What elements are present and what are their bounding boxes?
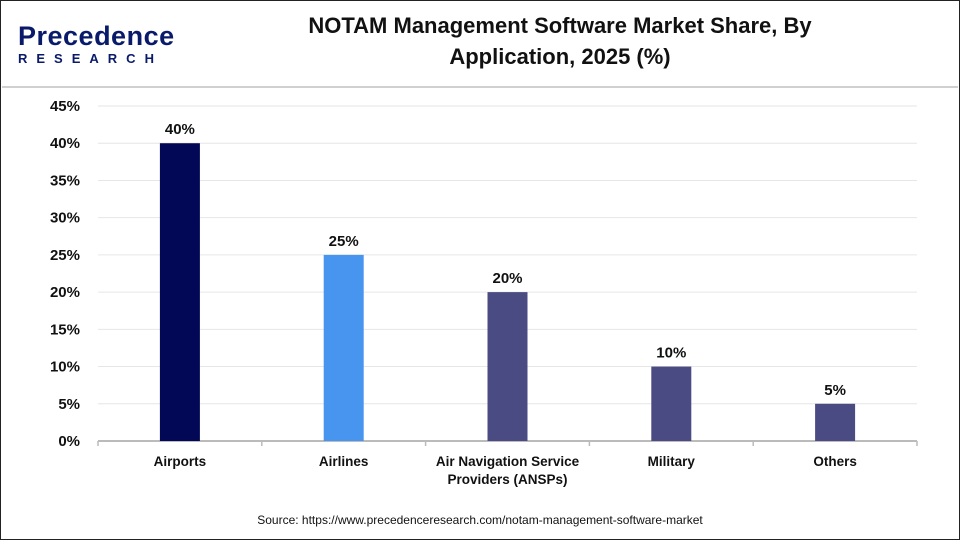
bar [159, 143, 200, 441]
chart-title: NOTAM Management Software Market Share, … [308, 13, 812, 69]
y-tick-label: 35% [50, 172, 80, 189]
y-tick-label: 5% [58, 396, 80, 413]
source-note: Source: https://www.precedenceresearch.c… [257, 513, 703, 527]
logo-wordmark: Precedence [18, 21, 175, 51]
x-tick-label: Airports [154, 454, 207, 469]
data-label: 5% [824, 382, 846, 399]
x-tick-label: Providers (ANSPs) [447, 472, 567, 487]
y-tick-label: 15% [50, 321, 80, 338]
logo-subtitle: RESEARCH [18, 51, 163, 66]
logo: Precedence RESEARCH [18, 22, 175, 66]
y-tick-label: 20% [50, 284, 80, 301]
data-label: 20% [492, 270, 522, 287]
y-tick-label: 0% [58, 433, 80, 450]
bar [815, 403, 856, 441]
y-tick-label: 45% [50, 98, 80, 115]
bar [487, 292, 528, 441]
y-tick-label: 10% [50, 359, 80, 376]
y-tick-label: 40% [50, 135, 80, 152]
y-tick-label: 25% [50, 247, 80, 264]
bar [651, 366, 692, 441]
x-tick-label: Others [813, 454, 857, 469]
x-tick-label: Military [648, 454, 696, 469]
x-tick-label: Air Navigation Service [436, 454, 580, 469]
data-label: 10% [656, 345, 686, 362]
data-label: 40% [165, 121, 195, 138]
header-divider [2, 86, 958, 88]
x-tick-label: Airlines [319, 454, 369, 469]
data-label: 25% [329, 233, 359, 250]
y-tick-label: 30% [50, 210, 80, 227]
bar [323, 254, 364, 441]
